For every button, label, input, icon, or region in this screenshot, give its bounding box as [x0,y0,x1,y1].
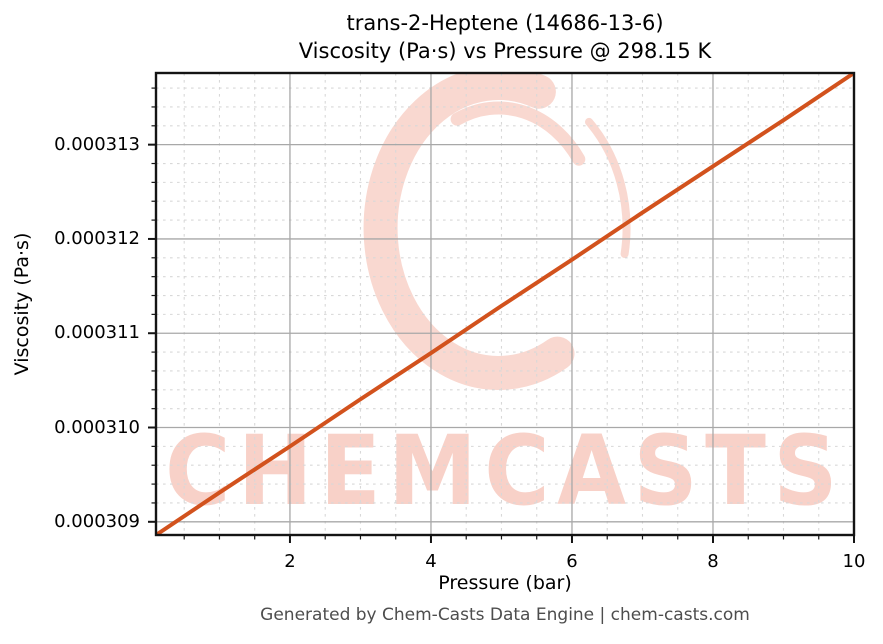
x-tick-label: 10 [842,551,866,572]
watermark: CHEMCASTS [165,73,845,527]
y-tick-label: 0.000310 [54,416,140,438]
x-tick-label: 8 [707,551,719,572]
major-gridlines [156,73,854,535]
data-line-viscosity [156,73,854,535]
y-tick-label: 0.000311 [54,322,140,344]
x-tick-label: 6 [566,551,578,572]
y-axis-title: Viscosity (Pa·s) [11,232,33,376]
chart-title: trans-2-Heptene (14686-13-6) Viscosity (… [156,9,854,65]
x-axis-title: Pressure (bar) [438,572,572,594]
major-ticks [148,143,855,543]
y-tick-label: 0.000309 [54,510,140,532]
brush-swoosh-icon [450,101,586,166]
x-tick-label: 4 [425,551,437,572]
y-tick-label: 0.000312 [54,227,140,249]
footer-caption: Generated by Chem-Casts Data Engine | ch… [260,605,750,625]
chart-title-line2: Viscosity (Pa·s) vs Pressure @ 298.15 K [298,39,712,63]
chart-title-line1: trans-2-Heptene (14686-13-6) [346,11,664,35]
watermark-text: CHEMCASTS [165,415,845,527]
minor-ticks [151,87,820,540]
y-tick-label: 0.000313 [54,133,140,155]
plot-border [154,71,856,537]
plot-clip-group: CHEMCASTS [156,73,854,535]
x-tick-label: 2 [284,551,296,572]
